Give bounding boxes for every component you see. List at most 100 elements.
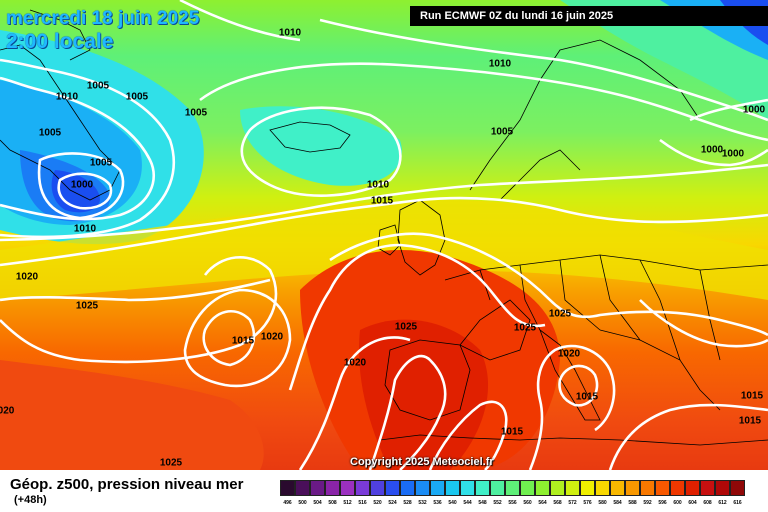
colorbar-swatch bbox=[685, 480, 700, 496]
colorbar-swatch bbox=[535, 480, 550, 496]
field-band-yellow bbox=[0, 200, 768, 300]
field-band-low-west-inner bbox=[51, 170, 100, 213]
isobar-label: 1015 bbox=[575, 391, 599, 403]
colorbar-swatch bbox=[565, 480, 580, 496]
colorbar-swatch bbox=[595, 480, 610, 496]
isobar-label: 1005 bbox=[490, 126, 514, 138]
isobar-label: 1015 bbox=[370, 195, 394, 207]
colorbar bbox=[280, 480, 745, 496]
isobar-label: 1000 bbox=[721, 148, 745, 160]
colorbar-tick-label: 552 bbox=[493, 500, 502, 506]
colorbar-swatch bbox=[355, 480, 370, 496]
colorbar-tick-label: 608 bbox=[703, 500, 712, 506]
colorbar-swatch bbox=[730, 480, 745, 496]
isobars bbox=[0, 0, 768, 470]
isobar-label: 1000 bbox=[70, 179, 94, 191]
colorbar-tick-label: 564 bbox=[538, 500, 547, 506]
colorbar-tick-label: 548 bbox=[478, 500, 487, 506]
colorbar-tick-label: 516 bbox=[358, 500, 367, 506]
colorbar-tick-label: 568 bbox=[553, 500, 562, 506]
colorbar-tick-label: 508 bbox=[328, 500, 337, 506]
colorbar-tick-label: 588 bbox=[628, 500, 637, 506]
colorbar-swatch bbox=[310, 480, 325, 496]
forecast-time: 2:00 locale bbox=[6, 30, 114, 53]
colorbar-swatch bbox=[670, 480, 685, 496]
isobar-label: 1025 bbox=[75, 300, 99, 312]
colorbar-swatch bbox=[445, 480, 460, 496]
isobar-label: 1000 bbox=[742, 104, 766, 116]
colorbar-tick-label: 576 bbox=[583, 500, 592, 506]
isobar-label: 1015 bbox=[500, 426, 524, 438]
field-ridge-red-core bbox=[359, 319, 489, 470]
run-banner: Run ECMWF 0Z du lundi 16 juin 2025 bbox=[410, 6, 768, 26]
colorbar-swatch bbox=[370, 480, 385, 496]
colorbar-swatch bbox=[340, 480, 355, 496]
isobar-label: 1010 bbox=[278, 27, 302, 39]
colorbar-tick-label: 600 bbox=[673, 500, 682, 506]
colorbar-swatch bbox=[400, 480, 415, 496]
colorbar-tick-label: 532 bbox=[418, 500, 427, 506]
isobar-label: 1005 bbox=[86, 80, 110, 92]
colorbar-swatch bbox=[295, 480, 310, 496]
colorbar-tick-label: 612 bbox=[718, 500, 727, 506]
colorbar-swatch bbox=[430, 480, 445, 496]
colorbar-tick-label: 596 bbox=[658, 500, 667, 506]
isobar-label: 1010 bbox=[366, 179, 390, 191]
colorbar-tick-label: 504 bbox=[313, 500, 322, 506]
isobar-label: 1025 bbox=[159, 457, 183, 469]
isobar-label: 1010 bbox=[55, 91, 79, 103]
colorbar-swatch bbox=[700, 480, 715, 496]
colorbar-swatch bbox=[280, 480, 295, 496]
colorbar-swatch bbox=[460, 480, 475, 496]
colorbar-tick-label: 556 bbox=[508, 500, 517, 506]
isobar-label: 1010 bbox=[488, 58, 512, 70]
colorbar-tick-label: 584 bbox=[613, 500, 622, 506]
isobar-label: 1005 bbox=[184, 107, 208, 119]
colorbar-tick-label: 524 bbox=[388, 500, 397, 506]
colorbar-swatch bbox=[475, 480, 490, 496]
isobar-label: 1020 bbox=[557, 348, 581, 360]
isobar-label: 1025 bbox=[548, 308, 572, 320]
colorbar-tick-label: 536 bbox=[433, 500, 442, 506]
weather-map: mercredi 18 juin 2025 2:00 locale Run EC… bbox=[0, 0, 768, 470]
colorbar-swatch bbox=[625, 480, 640, 496]
colorbar-labels: 496 500 504 508 512 516 520 524 528 532 536 540 544 5… bbox=[280, 500, 745, 506]
colorbar-tick-label: 528 bbox=[403, 500, 412, 506]
colorbar-tick-label: 572 bbox=[568, 500, 577, 506]
geopotential-map-svg bbox=[0, 0, 768, 470]
colorbar-swatch bbox=[610, 480, 625, 496]
isobar-label: 1010 bbox=[73, 223, 97, 235]
colorbar-tick-label: 580 bbox=[598, 500, 607, 506]
colorbar-tick-label: 500 bbox=[298, 500, 307, 506]
colorbar-swatch bbox=[715, 480, 730, 496]
colorbar-tick-label: 540 bbox=[448, 500, 457, 506]
isobar-label: 1020 bbox=[343, 357, 367, 369]
colorbar-tick-label: 496 bbox=[283, 500, 292, 506]
isobar-label: 1020 bbox=[260, 331, 284, 343]
isobar-label: 1025 bbox=[394, 321, 418, 333]
colorbar-swatch bbox=[490, 480, 505, 496]
colorbar-swatch bbox=[385, 480, 400, 496]
isobar-label: 1015 bbox=[740, 390, 764, 402]
isobar-label: 1015 bbox=[231, 335, 255, 347]
isobar-label: 1005 bbox=[38, 127, 62, 139]
colorbar-tick-label: 604 bbox=[688, 500, 697, 506]
map-legend-bar: Géop. z500, pression niveau mer (+48h) 4… bbox=[0, 470, 768, 512]
colorbar-tick-label: 560 bbox=[523, 500, 532, 506]
colorbar-swatch bbox=[640, 480, 655, 496]
field-band-iceland bbox=[240, 106, 402, 186]
colorbar-tick-label: 616 bbox=[733, 500, 742, 506]
isobar-label: 1005 bbox=[89, 157, 113, 169]
colorbar-swatch bbox=[655, 480, 670, 496]
copyright-text: Copyright 2025 Meteociel.fr bbox=[350, 456, 494, 468]
colorbar-tick-label: 544 bbox=[463, 500, 472, 506]
colorbar-swatch bbox=[580, 480, 595, 496]
colorbar-swatch bbox=[520, 480, 535, 496]
colorbar-tick-label: 592 bbox=[643, 500, 652, 506]
field-band-sw bbox=[0, 360, 264, 470]
colorbar-tick-label: 520 bbox=[373, 500, 382, 506]
forecast-date: mercredi 18 juin 2025 bbox=[6, 8, 200, 29]
lead-time: (+48h) bbox=[14, 494, 47, 506]
colorbar-swatch bbox=[415, 480, 430, 496]
map-title: mercredi 18 juin 2025 2:00 locale bbox=[6, 8, 199, 54]
